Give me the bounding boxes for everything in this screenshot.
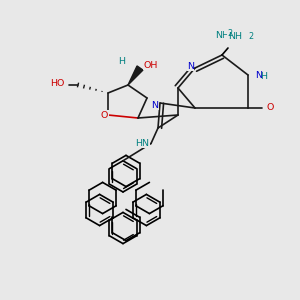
Text: O: O: [266, 103, 274, 112]
Text: O: O: [101, 110, 108, 119]
Text: HN: HN: [136, 139, 150, 148]
Polygon shape: [128, 66, 143, 85]
Text: 2: 2: [227, 29, 232, 38]
Text: 2: 2: [248, 32, 253, 41]
Text: N: N: [256, 70, 262, 80]
Text: HO: HO: [50, 79, 64, 88]
Text: H: H: [261, 72, 268, 81]
Text: H: H: [118, 58, 125, 67]
Text: NH: NH: [228, 32, 242, 41]
Text: OH: OH: [143, 61, 158, 70]
Text: N: N: [151, 101, 158, 110]
Text: NH: NH: [215, 31, 229, 40]
Text: N: N: [187, 62, 194, 71]
